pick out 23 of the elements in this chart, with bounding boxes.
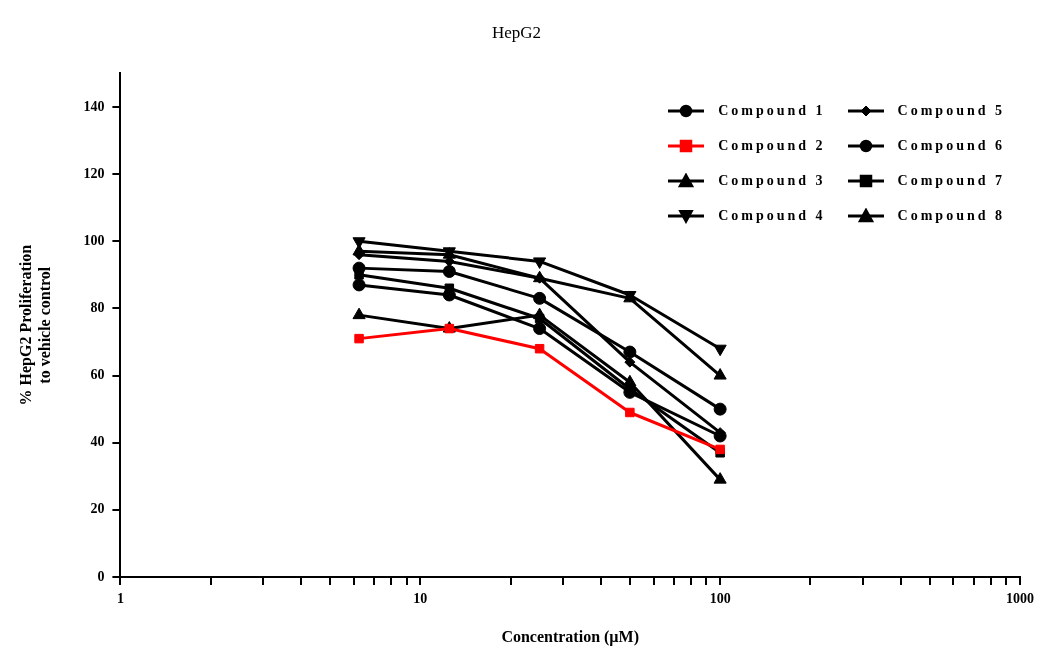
y-tick-label: 80 [90,300,105,316]
y-tick-label: 140 [83,98,105,114]
legend-label: Compound 7 [897,172,1005,189]
legend-label: Compound 6 [897,137,1005,154]
x-tick-label: 1000 [1006,591,1034,607]
legend-label: Compound 3 [718,172,826,189]
legend-label: Compound 8 [897,207,1005,224]
legend-label: Compound 4 [718,207,826,224]
x-axis-title: Concentration (µM) [501,627,640,646]
y-tick-label: 100 [83,232,105,248]
y-tick-label: 0 [97,568,105,584]
chart-title: HepG2 [491,22,542,42]
y-tick-label: 20 [90,501,105,517]
x-tick-label: 1 [116,591,124,607]
y-axis-title: % HepG2 Proliferation to vehicle control [16,244,53,406]
legend-label: Compound 5 [897,102,1005,119]
x-tick-label: 100 [709,591,731,607]
y-tick-label: 60 [90,367,105,383]
y-tick-label: 40 [90,434,105,450]
x-tick-label: 10 [413,591,428,607]
y-tick-label: 120 [83,165,105,181]
legend-label: Compound 1 [718,102,826,119]
legend-label: Compound 2 [718,137,826,154]
